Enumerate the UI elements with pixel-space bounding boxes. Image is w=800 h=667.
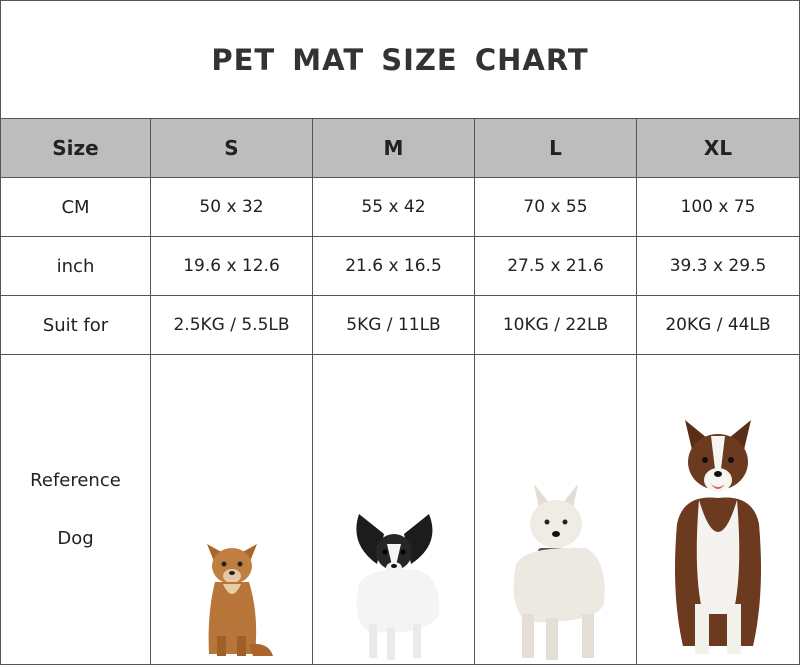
header-size-s: S [150,118,313,178]
header-row: Size S M L XL [0,118,800,178]
reference-label-line1: Reference [30,469,121,491]
table-row: Suit for 2.5KG / 5.5LB 5KG / 11LB 10KG /… [0,295,800,355]
reference-label: Reference Dog [0,354,151,665]
cell-suit-xl: 20KG / 44LB [636,295,800,355]
cell-cm-s: 50 x 32 [150,177,313,237]
header-size-m: M [312,118,475,178]
cell-inch-xl: 39.3 x 29.5 [636,236,800,296]
westie-dog-photo [513,484,605,660]
row-label-suit: Suit for [0,295,151,355]
row-label-cm: CM [0,177,151,237]
cell-suit-l: 10KG / 22LB [474,295,637,355]
row-label-inch: inch [0,236,151,296]
cell-cm-l: 70 x 55 [474,177,637,237]
reference-dog-l [474,354,637,665]
header-size-l: L [474,118,637,178]
header-size-xl: XL [636,118,800,178]
border-collie-dog-photo [675,420,761,654]
table-row: inch 19.6 x 12.6 21.6 x 16.5 27.5 x 21.6… [0,236,800,296]
cell-inch-s: 19.6 x 12.6 [150,236,313,296]
cell-inch-l: 27.5 x 21.6 [474,236,637,296]
cell-inch-m: 21.6 x 16.5 [312,236,475,296]
reference-dog-s [150,354,313,665]
cell-cm-m: 55 x 42 [312,177,475,237]
header-size-label: Size [0,118,151,178]
cell-cm-xl: 100 x 75 [636,177,800,237]
chart-title: PET MAT SIZE CHART [0,0,800,118]
reference-row: Reference Dog [0,354,800,665]
table-row: CM 50 x 32 55 x 42 70 x 55 100 x 75 [0,177,800,237]
cell-suit-m: 5KG / 11LB [312,295,475,355]
reference-dog-xl [636,354,800,665]
size-table: Size S M L XL CM 50 x 32 55 x 42 70 x 55… [0,118,800,665]
reference-dog-m [312,354,475,665]
reference-label-line2: Dog [57,527,94,549]
papillon-dog-photo [355,514,439,660]
chihuahua-dog-photo [206,544,273,656]
cell-suit-s: 2.5KG / 5.5LB [150,295,313,355]
